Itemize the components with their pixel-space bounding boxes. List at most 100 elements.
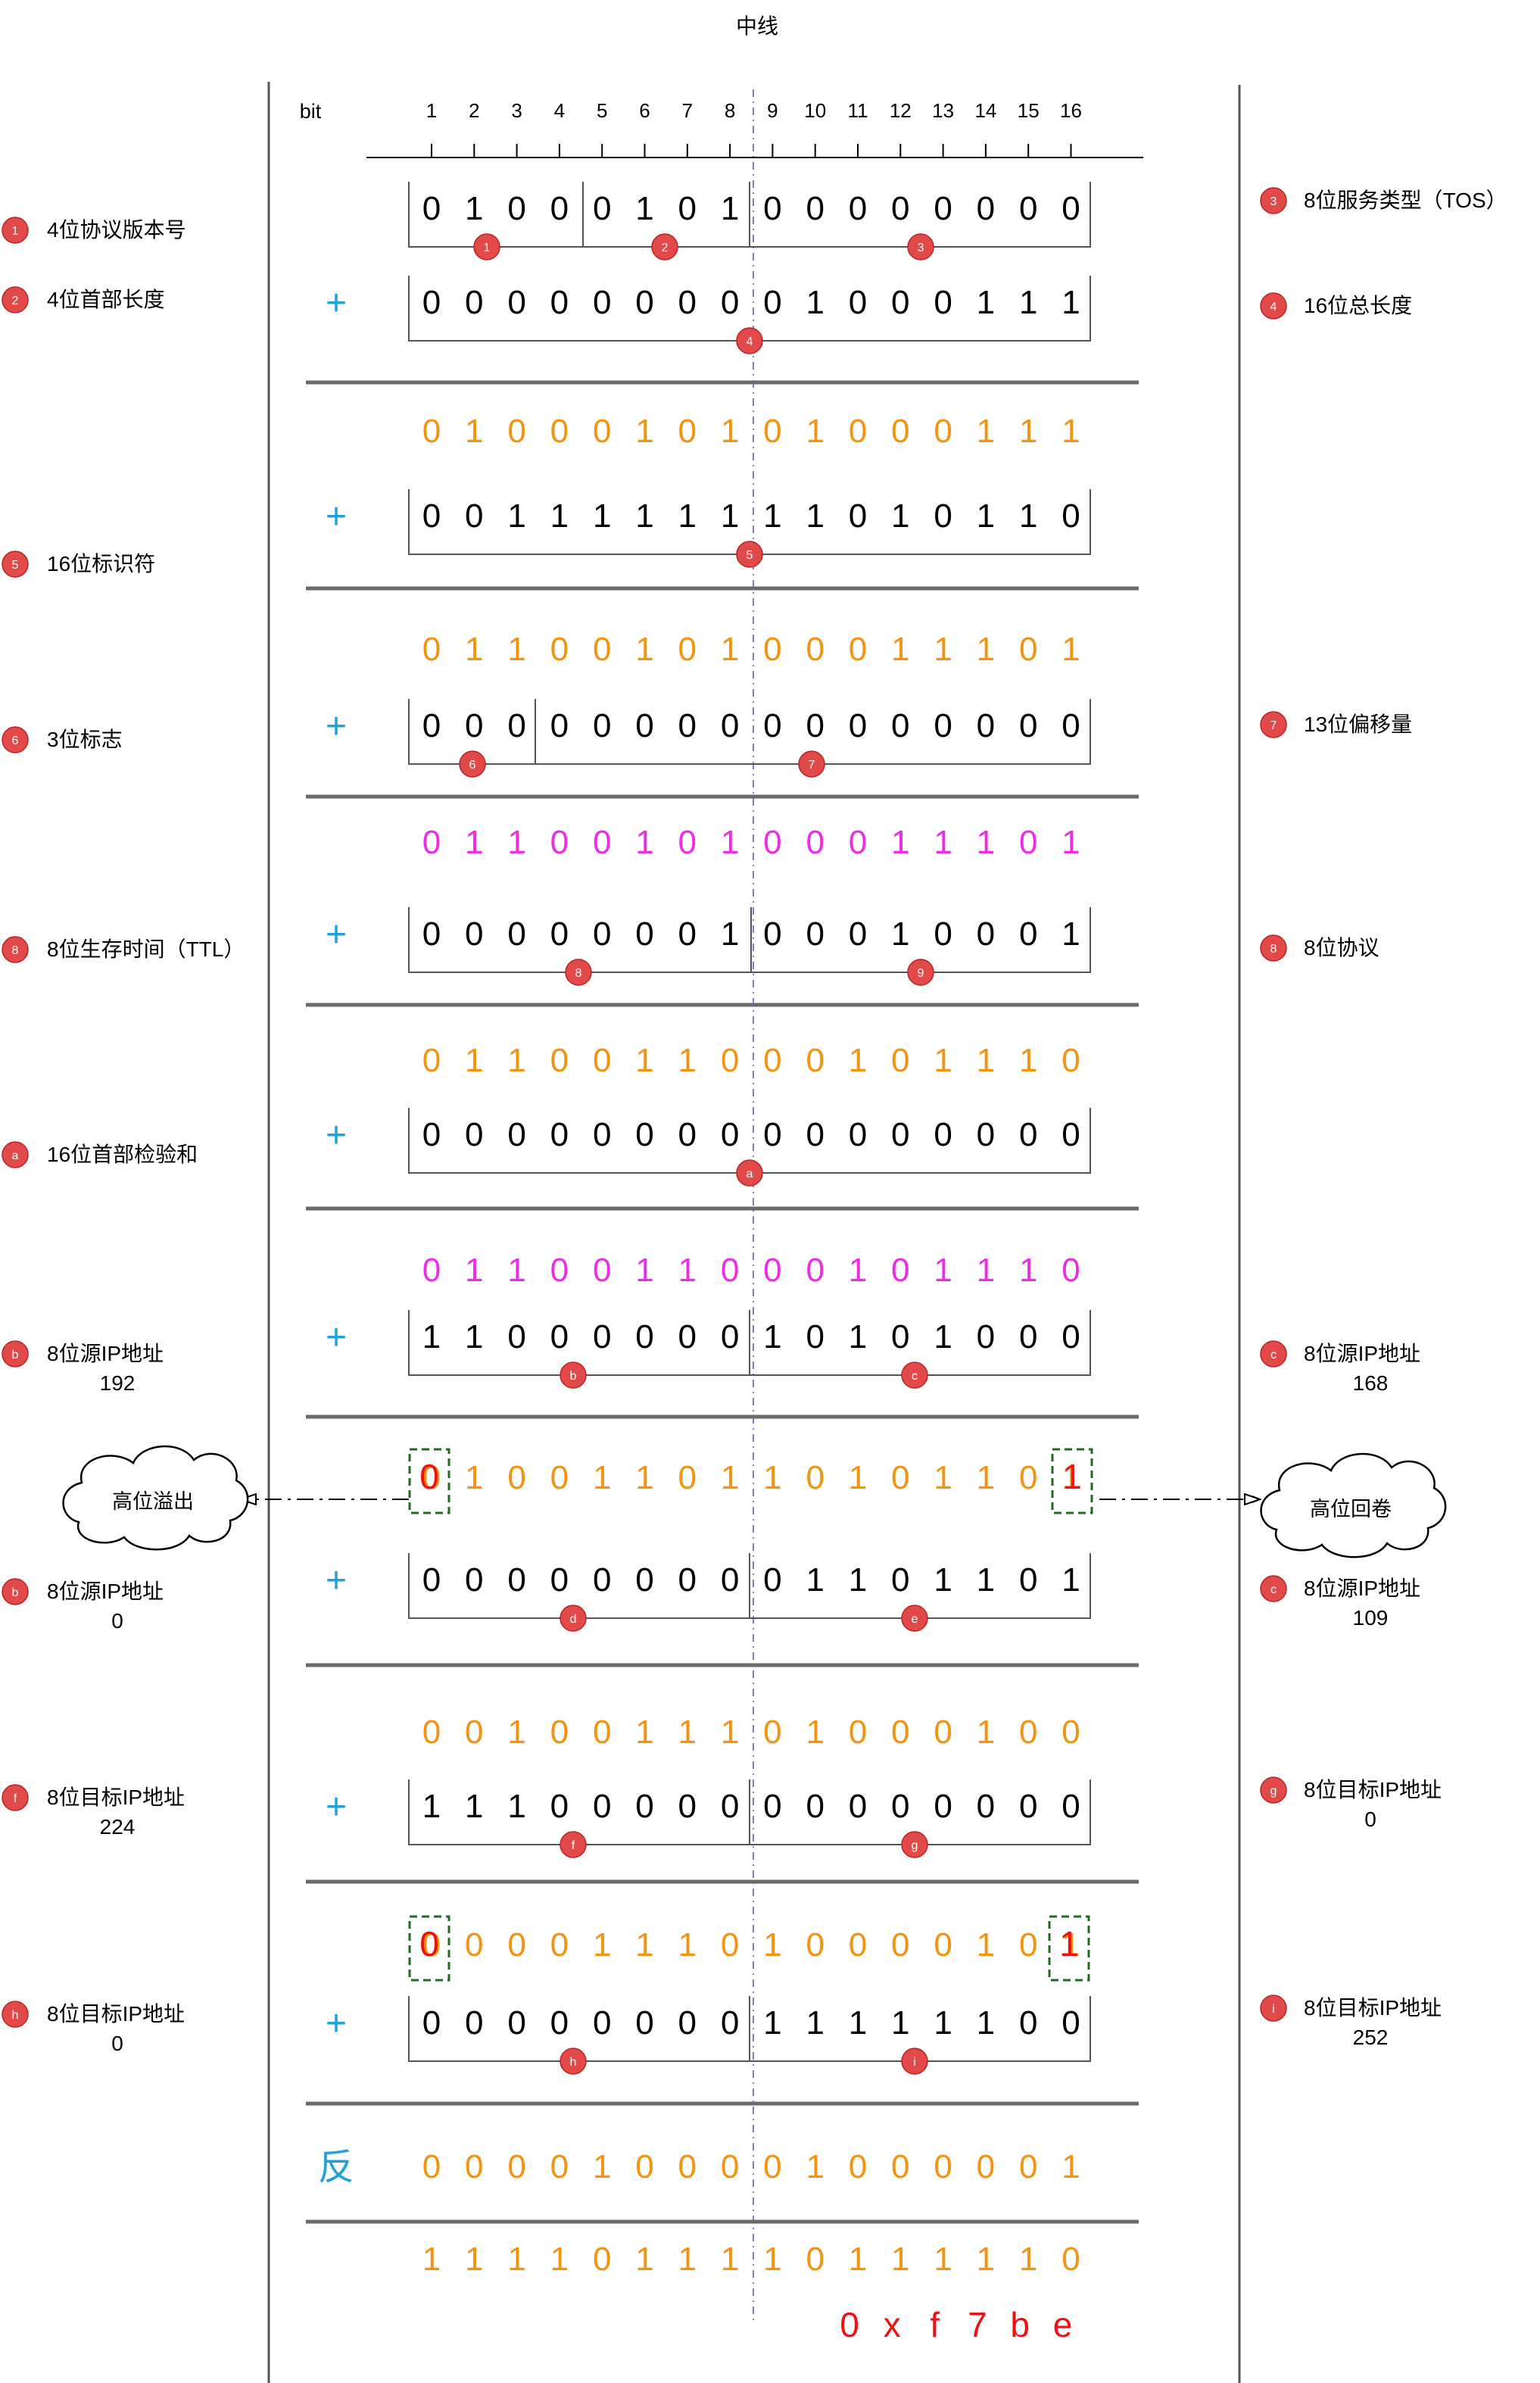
bit-digit: 0 [593, 1788, 611, 1825]
bit-digit: 0 [422, 824, 441, 861]
bit-digit: 0 [849, 824, 867, 861]
marker-label: 3 [918, 242, 924, 254]
bit-digit: 0 [763, 707, 781, 744]
word-row: 0 0 0 0 1 0 0 0 0 1 0 0 0 0 0 1反 [318, 2148, 1080, 2188]
bit-digit: 0 [849, 497, 867, 535]
marker-circle [736, 327, 763, 354]
bit-digit: 0 [550, 1459, 569, 1496]
bit-digit: 0 [550, 284, 569, 321]
marker-label: b [12, 1349, 19, 1361]
marker-badge: 8 [1260, 934, 1287, 962]
marker-circle [1260, 292, 1287, 320]
marker-label: f [572, 1839, 575, 1852]
bit-digit: 0 [422, 2004, 441, 2041]
bit-digit: 1 [806, 1561, 824, 1599]
plus-sign: + [326, 2004, 347, 2044]
bit-digit: 0 [763, 1561, 781, 1599]
field-label-value: 168 [1353, 1371, 1389, 1395]
field-label: c 8位源IP地址 168 [1260, 1340, 1420, 1395]
marker-label: 2 [12, 295, 19, 307]
bit-digit: 1 [934, 1318, 952, 1355]
bit-digit: 0 [763, 1788, 781, 1825]
bit-digit: 0 [849, 915, 867, 953]
bit-digit: 0 [891, 1714, 909, 1751]
marker-badge: c [1260, 1340, 1287, 1368]
bit-number: 8 [725, 99, 735, 122]
bit-digit: 0 [1061, 1318, 1080, 1355]
bit-digit: 1 [934, 1459, 952, 1496]
bit-number: 2 [469, 99, 479, 122]
marker-circle [459, 750, 486, 778]
marker-badge: g [1260, 1776, 1287, 1804]
marker-circle [560, 1605, 587, 1632]
field-label: 7 13位偏移量 [1260, 711, 1412, 738]
marker-badge: 8 [565, 959, 592, 986]
marker-label: e [912, 1613, 918, 1626]
bit-digit: 1 [977, 824, 995, 861]
bit-digit: 1 [1061, 824, 1080, 861]
marker-circle [1260, 187, 1287, 214]
right-field-labels: 3 8位服务类型（TOS） 4 16位总长度 7 13位偏移量 8 8位协议 c 8位源IP地址 1… [1260, 187, 1507, 2049]
marker-circle [560, 1831, 587, 1858]
bit-digit: 0 [763, 1042, 781, 1079]
bit-digit: 0 [550, 824, 569, 861]
bit-digit: 0 [806, 915, 824, 953]
marker-circle [1260, 711, 1287, 738]
bit-number: 13 [932, 99, 954, 122]
bit-digit: 0 [1019, 707, 1037, 744]
bit-digit: 1 [849, 2004, 867, 2041]
bit-digit: 0 [1061, 707, 1080, 744]
bit-digit: 0 [763, 1252, 781, 1289]
word-row: 1 1 0 0 0 0 0 0 1 0 1 0 1 0 0 0+b c [326, 1310, 1091, 1389]
field-label: f 8位目标IP地址 224 [2, 1784, 185, 1839]
marker-circle [907, 959, 934, 986]
bit-digit: 1 [763, 2241, 781, 2278]
marker-badge: 1 [473, 233, 500, 260]
field-label-title: 8位生存时间（TTL） [47, 937, 245, 961]
marker-label: a [747, 1168, 753, 1181]
field-label-value: 0 [111, 1609, 123, 1633]
bit-digit: 1 [977, 2241, 995, 2278]
bit-digit: 1 [934, 631, 952, 668]
bit-digit: 1 [465, 1788, 483, 1825]
marker-label: 8 [575, 967, 582, 980]
bit-digit: 0 [678, 284, 697, 321]
bit-digit: 0 [849, 1926, 867, 1963]
bit-number: 14 [974, 99, 996, 122]
bit-digit: 1 [465, 413, 483, 450]
bit-digit: 0 [891, 1561, 909, 1599]
bit-digit: 0 [422, 1116, 441, 1153]
bit-digit: 1 [763, 1926, 781, 1963]
bit-digit: 1 [721, 497, 739, 535]
bit-digit: 0 [1061, 497, 1080, 535]
invert-sign: 反 [318, 2148, 354, 2188]
bit-digit: 0 [806, 824, 824, 861]
bit-digit: 0 [593, 1042, 611, 1079]
bit-digit: 0 [1061, 1042, 1080, 1079]
bit-digit: 0 [593, 2004, 611, 2041]
marker-label: c [912, 1370, 918, 1383]
bit-digit: 0 [550, 1714, 569, 1751]
bit-digit: 1 [977, 1042, 995, 1079]
bit-digit: 0 [721, 1252, 739, 1289]
marker-label: c [1270, 1583, 1277, 1596]
bit-digit: 1 [465, 1042, 483, 1079]
bit-digit: 1 [849, 1042, 867, 1079]
bit-digit: 0 [721, 1042, 739, 1079]
bit-digit: 0 [1019, 1318, 1037, 1355]
bit-digit: 1 [678, 497, 697, 535]
bit-digit: 1 [891, 915, 909, 953]
bit-digit: 1 [891, 2241, 909, 2278]
bit-number: 4 [554, 99, 565, 122]
bit-digit: 1 [721, 631, 739, 668]
bit-digit: 1 [635, 1042, 653, 1079]
bit-digit: 1 [465, 2241, 483, 2278]
field-label: b 8位源IP地址 0 [2, 1578, 164, 1633]
bit-digit: 0 [977, 915, 995, 953]
bit-digit: 1 [1019, 1252, 1037, 1289]
cloud-wrap-label: 高位回卷 [1310, 1498, 1392, 1521]
bit-digit: 0 [593, 2241, 611, 2278]
cloud-overflow-label: 高位溢出 [112, 1490, 194, 1513]
bit-digit: 0 [891, 190, 909, 227]
bit-digit: 0 [1019, 1714, 1037, 1751]
